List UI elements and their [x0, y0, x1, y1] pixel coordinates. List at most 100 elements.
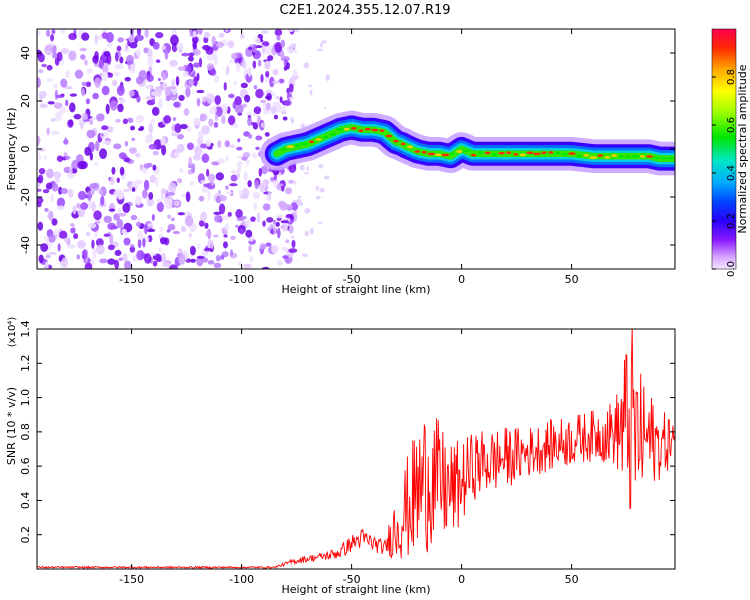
spectrogram-noise-speck [207, 173, 216, 182]
spectrogram-noise-speck [266, 216, 274, 223]
snr-y-label: SNR (10 * v/v) [5, 387, 18, 465]
spectrogram-noise-speck [217, 158, 225, 165]
colorbar-ticks: 0.0 0.2 0.4 0.6 0.8 [712, 69, 737, 277]
spectrogram-noise-speck [37, 174, 44, 184]
spectrogram-noise-speck [164, 48, 169, 60]
spectrogram-noise-speck [177, 212, 186, 216]
spectrogram-noise-speck [123, 188, 130, 193]
spectrogram-ridge-hotspot [492, 153, 498, 156]
spectrogram-noise-speck [214, 114, 218, 122]
spectrogram-noise-speck [98, 189, 104, 195]
spectrogram-noise-speck [201, 153, 210, 163]
spectrogram-noise-speck [37, 53, 45, 63]
spectrogram-noise-speck [207, 239, 214, 250]
spectrogram-noise-speck [67, 244, 76, 249]
spectrogram-noise-speck [41, 63, 48, 68]
spectrogram-noise-speck [283, 99, 292, 107]
spectrogram-noise-speck [46, 168, 54, 179]
spectrogram-noise-speck [272, 68, 279, 76]
spectrogram-noise-speck [179, 167, 184, 174]
spectrogram-noise-speck [84, 146, 92, 157]
spectrogram-noise-speck [200, 113, 208, 122]
spectrogram-noise-speck [204, 222, 209, 229]
spectrogram-noise-speck [273, 173, 278, 181]
spectrogram-noise-speck [292, 69, 298, 78]
spectrogram-noise-speck [122, 118, 129, 125]
spectrogram-noise-speck [299, 164, 305, 171]
spectrogram-noise-speck [37, 188, 42, 193]
spectrogram-noise-speck [124, 157, 131, 163]
spectrogram-ridge-hotspot [335, 127, 344, 131]
spectrogram-noise-speck [225, 191, 234, 195]
spectrogram-noise-region [37, 29, 330, 269]
spectrogram-noise-speck [117, 212, 127, 217]
spectrogram-noise-speck [56, 197, 66, 208]
spectrogram-noise-speck [203, 183, 211, 188]
spectrogram-ridge-hotspot [315, 138, 322, 141]
snr-x-tick-label: 0 [458, 573, 465, 586]
spectrogram-ridge-hotspot [379, 129, 385, 132]
spectrogram-noise-speck [157, 77, 161, 82]
spectrogram-noise-speck [288, 29, 294, 33]
spectrogram-noise-speck [119, 56, 124, 64]
colorbar-tick-label: 0.6 [726, 117, 737, 133]
spectrogram-noise-speck [44, 50, 53, 54]
spectrogram-noise-speck [281, 246, 289, 252]
spectrogram-noise-speck [155, 176, 159, 188]
spectrogram-noise-speck [288, 179, 295, 184]
spectrogram-noise-speck [214, 74, 220, 83]
spectrogram-noise-speck [158, 97, 163, 109]
spectrogram-noise-speck [237, 138, 241, 143]
spectrogram-noise-speck [101, 85, 110, 96]
spectrogram-noise-speck [94, 161, 99, 167]
spectrogram-noise-speck [108, 208, 116, 212]
spectrogram-noise-speck [136, 250, 145, 261]
spectrogram-noise-speck [280, 49, 285, 60]
spectrogram-y-tick-label: 20 [19, 94, 32, 108]
spectrogram-noise-speck [290, 117, 295, 124]
spectrogram-noise-speck [169, 264, 178, 269]
spectrogram-noise-speck [54, 177, 61, 184]
spectrogram-noise-speck [200, 211, 207, 222]
snr-x-tick-label: -100 [229, 573, 254, 586]
spectrogram-noise-speck [200, 179, 205, 184]
spectrogram-noise-speck [263, 101, 267, 112]
spectrogram-noise-speck [197, 132, 204, 141]
spectrogram-noise-speck [260, 122, 265, 128]
spectrogram-noise-speck [177, 66, 186, 71]
spectrogram-noise-speck [247, 180, 252, 188]
spectrogram-noise-speck [201, 125, 211, 135]
spectrogram-noise-speck [217, 140, 222, 148]
spectrogram-noise-speck [86, 68, 93, 74]
spectrogram-noise-speck [159, 237, 168, 245]
spectrogram-noise-speck [252, 192, 261, 198]
spectrogram-noise-speck [77, 190, 87, 200]
spectrogram-noise-speck [236, 172, 241, 179]
spectrogram-noise-speck [92, 92, 99, 100]
spectrogram-noise-speck [101, 125, 109, 131]
spectrogram-noise-speck [66, 172, 76, 179]
spectrogram-noise-speck [67, 119, 74, 128]
spectrogram-noise-speck [192, 36, 199, 44]
spectrogram-noise-speck [167, 223, 176, 231]
spectrogram-noise-speck [303, 172, 310, 175]
spectrogram-ridge-hotspot [618, 154, 624, 158]
spectrogram-noise-speck [126, 54, 134, 65]
spectrogram-noise-speck [196, 97, 201, 107]
spectrogram-noise-speck [209, 106, 217, 115]
spectrogram-ridge-hotspot [421, 150, 427, 154]
spectrogram-noise-speck [171, 217, 175, 222]
spectrogram-noise-speck [128, 89, 135, 97]
spectrogram-noise-speck [37, 147, 46, 152]
spectrogram-noise-speck [193, 62, 201, 68]
spectrogram-noise-speck [109, 100, 118, 111]
spectrogram-noise-speck [240, 215, 247, 220]
spectrogram-noise-speck [246, 111, 253, 117]
spectrogram-noise-speck [286, 87, 290, 94]
spectrogram-noise-speck [147, 48, 153, 59]
spectrogram-noise-speck [82, 112, 88, 121]
snr-x-axis: -150 -100 -50 0 50 [119, 329, 579, 586]
spectrogram-noise-speck [278, 78, 285, 84]
spectrogram-ridge-hotspot [441, 153, 450, 157]
spectrogram-noise-speck [230, 170, 239, 174]
